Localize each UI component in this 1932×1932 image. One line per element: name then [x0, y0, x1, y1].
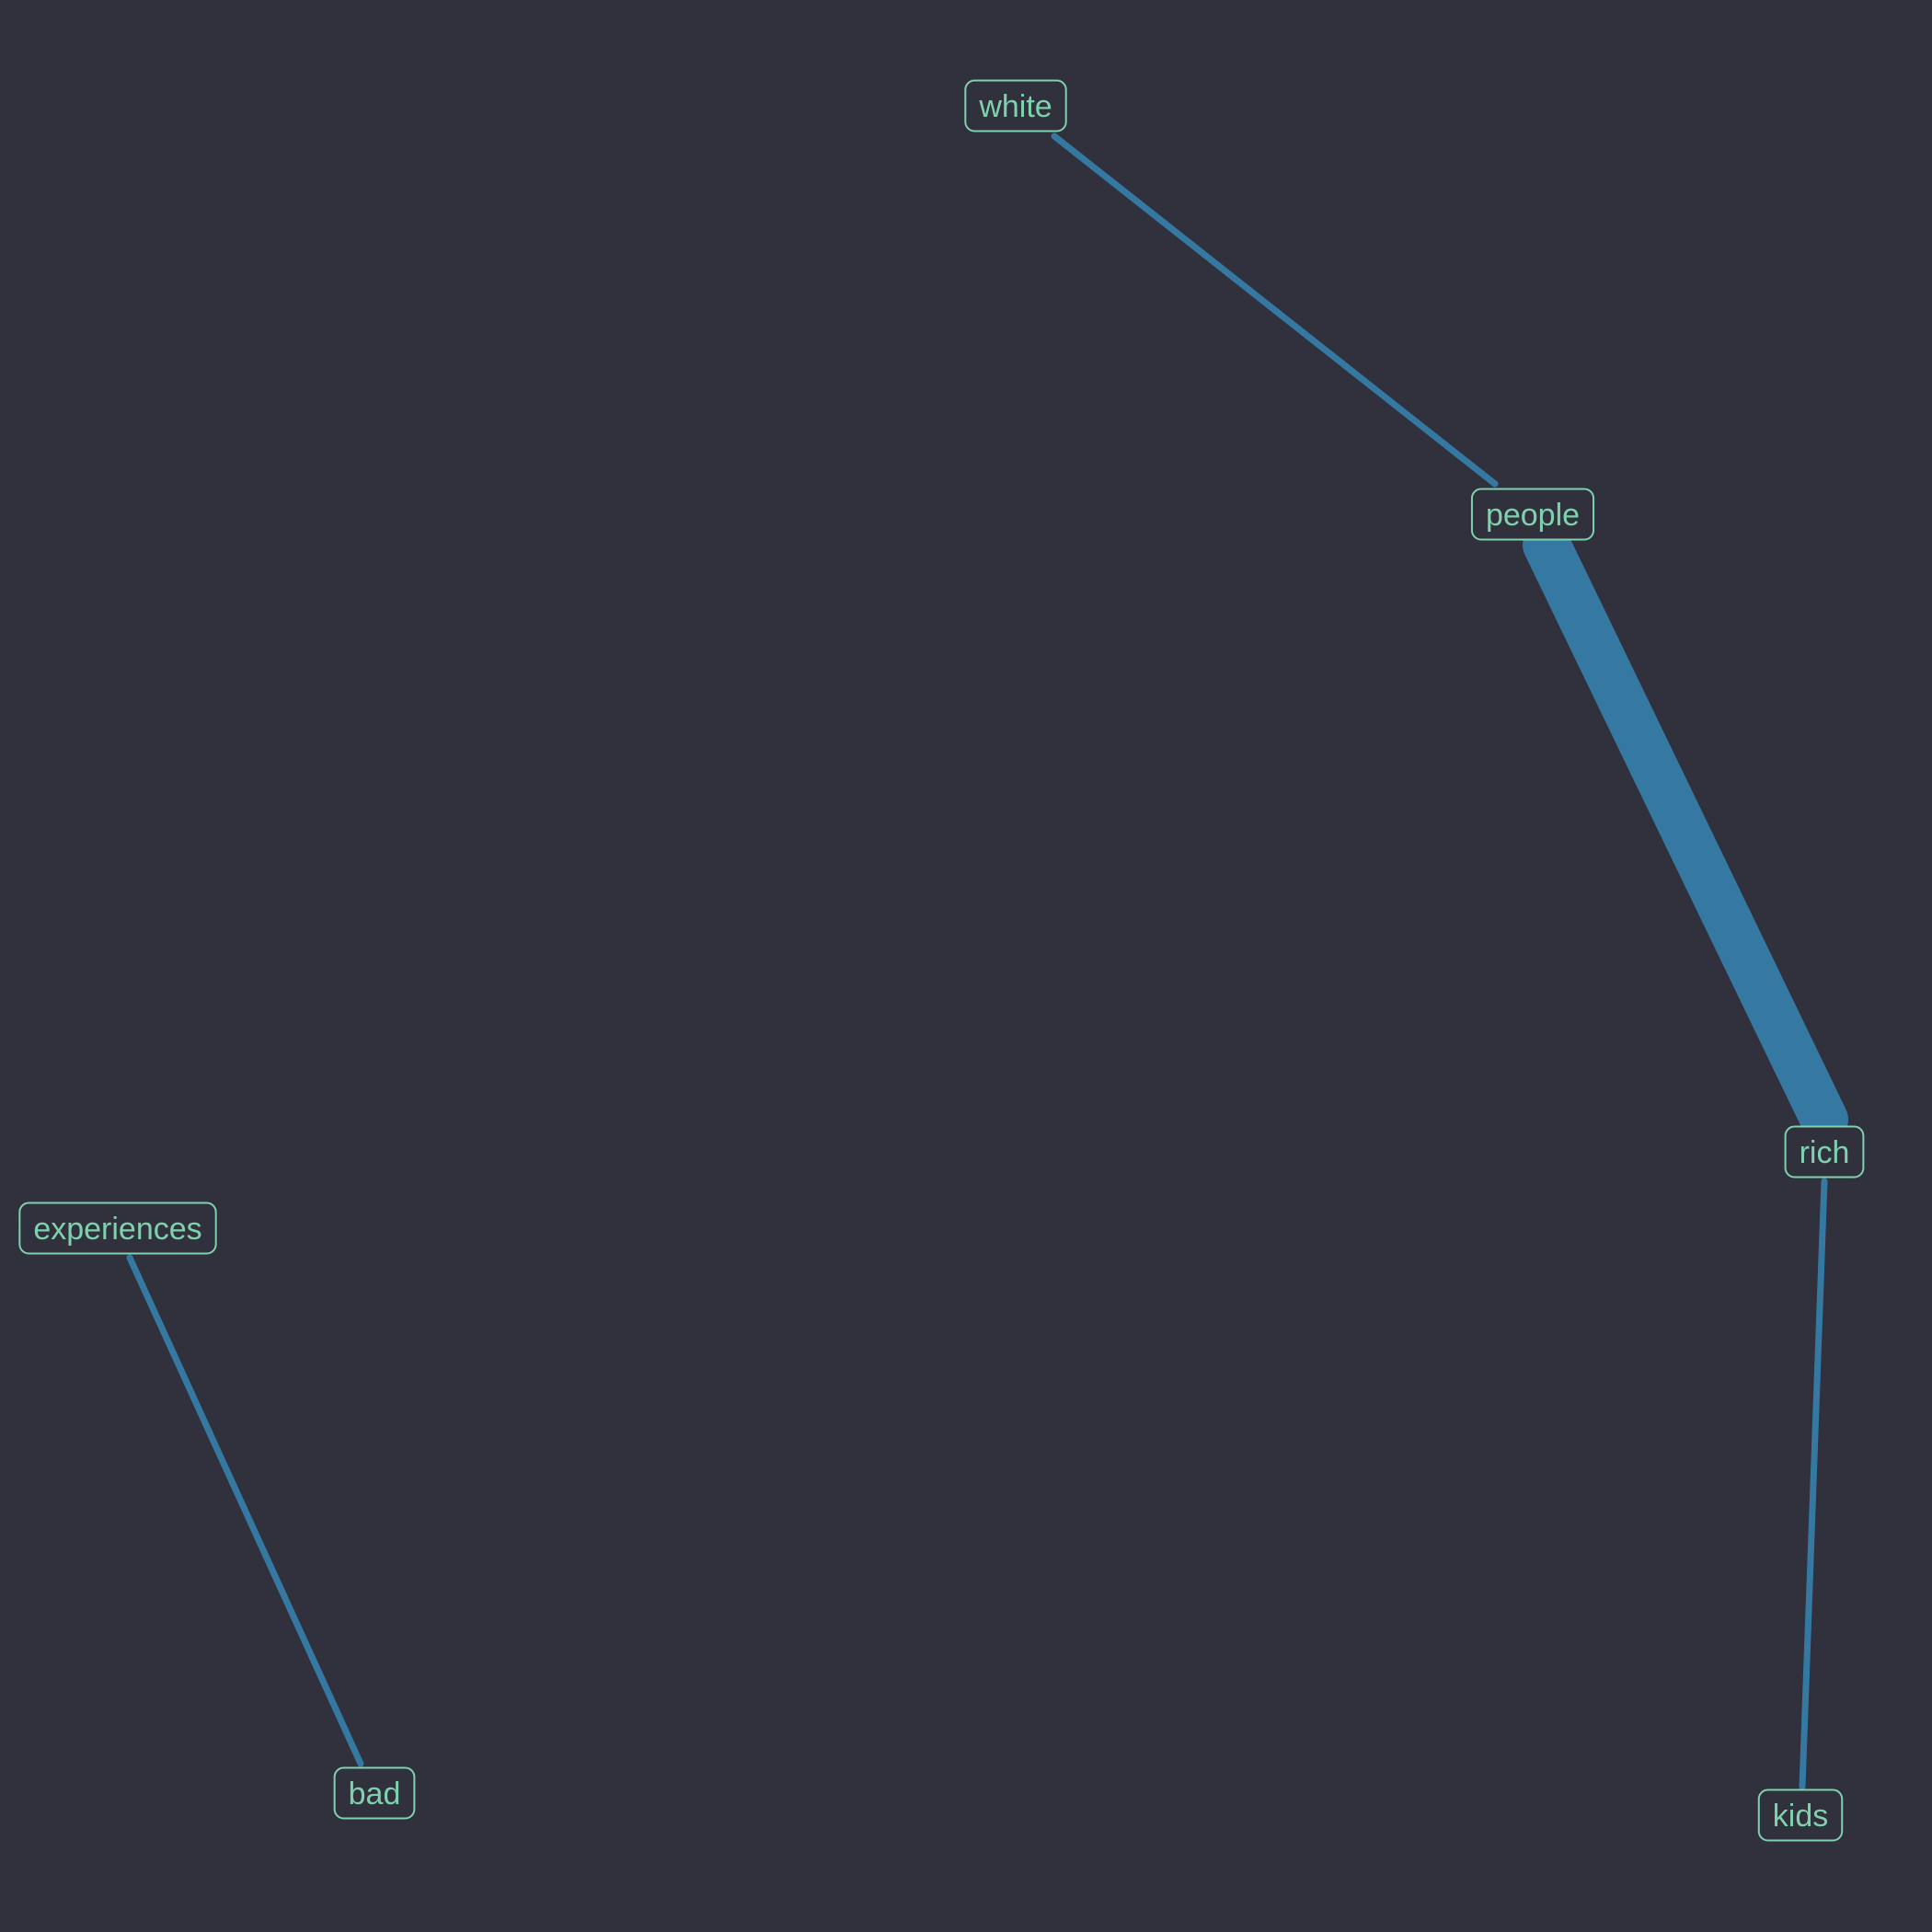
node-rich[interactable]: rich	[1784, 1125, 1865, 1179]
node-white[interactable]: white	[964, 79, 1067, 132]
node-box-people	[1470, 488, 1595, 541]
node-label-white: white	[978, 89, 1052, 124]
edge-white-people	[1051, 132, 1499, 488]
node-box-white	[964, 79, 1067, 132]
node-label-bad: bad	[349, 1777, 401, 1811]
node-box-experiences	[18, 1202, 217, 1255]
edge-rich-kids	[1799, 1178, 1828, 1790]
node-bad[interactable]: bad	[333, 1766, 416, 1820]
edge-experiences-bad	[126, 1254, 364, 1767]
edges-layer	[126, 132, 1848, 1790]
edge-people-rich	[1523, 521, 1848, 1144]
node-box-kids	[1757, 1788, 1844, 1842]
node-label-kids: kids	[1773, 1799, 1828, 1834]
node-label-experiences: experiences	[33, 1212, 201, 1247]
node-label-rich: rich	[1800, 1135, 1850, 1170]
node-label-people: people	[1486, 498, 1580, 533]
node-experiences[interactable]: experiences	[18, 1202, 217, 1255]
node-box-bad	[333, 1766, 416, 1820]
node-kids[interactable]: kids	[1757, 1788, 1844, 1842]
nodes-layer: white people rich kids experiences bad	[18, 79, 1865, 1842]
node-people[interactable]: people	[1470, 488, 1595, 541]
node-box-rich	[1784, 1125, 1865, 1179]
